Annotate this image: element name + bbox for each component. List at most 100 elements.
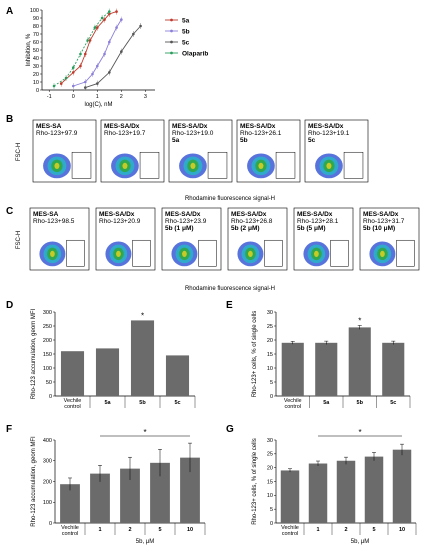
data-point: [79, 64, 82, 68]
y-tick-label: 0: [49, 394, 52, 400]
flow-gate-box: [275, 151, 296, 179]
flow-plot-label: Rho-123+97.9: [36, 130, 78, 137]
y-tick-label: 5: [270, 380, 273, 386]
bar: [308, 463, 328, 523]
data-point: [83, 80, 87, 84]
y-tick-label: 30: [267, 438, 273, 444]
x-category-label: Vechile: [281, 525, 299, 531]
flow-plot-label: Rho-123+26.8: [231, 218, 273, 225]
data-point: [108, 71, 111, 74]
x-tick-label: 1: [96, 94, 99, 100]
flow-plot-label: 5c: [308, 137, 316, 144]
x-category-label: Vechile: [284, 398, 302, 404]
y-tick-label: 400: [43, 438, 52, 444]
flow-gate-box: [396, 239, 415, 267]
data-point: [64, 76, 68, 80]
bar: [348, 327, 371, 396]
x-category-label: 1: [316, 527, 319, 533]
flow-plot-label: 5b (1 μM): [165, 225, 194, 232]
y-tick-label: 90: [33, 16, 39, 22]
data-point: [115, 26, 118, 29]
bar: [130, 320, 155, 396]
flow-density-cloud: [314, 250, 319, 257]
bar: [60, 484, 80, 523]
flow-density-cloud: [380, 250, 385, 257]
x-category-label: 5a: [104, 400, 111, 406]
data-point: [93, 26, 97, 29]
panel-a-dose-response: 0 10 20 30 40 50 60 70 80 90 100 -1 0 1 2 3 log(C), nM In…: [26, 8, 208, 108]
y-tick-label: 60: [33, 40, 39, 46]
flow-density-cloud: [122, 162, 128, 169]
panel-letter-f: F: [6, 424, 12, 435]
data-point: [100, 16, 104, 20]
flow-gate-box: [330, 239, 349, 267]
bar: [281, 342, 304, 396]
x-category-label: 5b: [139, 400, 146, 406]
x-category-label: 5b: [357, 400, 364, 406]
bar: [90, 473, 110, 523]
flow-plot-label: MES-SA/Dx: [308, 123, 344, 130]
bar: [315, 342, 338, 396]
flow-plot-label: Rho-123+20.9: [99, 218, 141, 225]
y-tick-label: 5: [270, 507, 273, 513]
flow-plot-label: MES-SA/Dx: [99, 211, 135, 218]
data-point: [91, 72, 94, 76]
series-line-5b: [73, 19, 122, 87]
y-tick-label: 100: [43, 366, 52, 372]
y-tick-label: 20: [267, 338, 273, 344]
y-axis-label: Rho-123 accumulation, geom MFI: [31, 436, 37, 527]
bar: [364, 456, 384, 523]
flow-plot-label: MES-SA/Dx: [165, 211, 201, 218]
flow-plot-label: MES-SA: [36, 123, 62, 130]
x-axis-label: 5b, μM: [136, 539, 154, 545]
flow-plot-label: Rho-123+98.5: [33, 218, 75, 225]
series-line-5c: [85, 25, 141, 89]
flow-x-axis-label: Rhodamine fluorescence signal-H: [185, 286, 275, 292]
bar: [280, 470, 300, 523]
x-category-label: 5a: [323, 400, 330, 406]
flow-gate-box: [132, 239, 151, 267]
flow-plot-label: Rho-123+23.9: [165, 218, 207, 225]
data-point: [86, 39, 89, 42]
data-point: [95, 82, 99, 85]
y-tick-label: 40: [33, 56, 39, 62]
data-point: [83, 86, 87, 89]
flow-plot-label: MES-SA: [33, 211, 59, 218]
flow-plot-label: MES-SA/Dx: [231, 211, 267, 218]
panel-d-bar-chart: 0 50 100 150 200 250 300 Rho-123 accumulation, …: [31, 308, 196, 410]
y-tick-label: 0: [49, 521, 52, 527]
x-category-label: 5: [158, 527, 161, 533]
legend-label: 5c: [182, 39, 190, 46]
bar: [336, 460, 356, 523]
data-point: [132, 32, 135, 36]
legend-swatch-marker: [170, 29, 173, 33]
y-tick-label: 300: [43, 310, 52, 316]
flow-plot-label: MES-SA/Dx: [297, 211, 333, 218]
panel-letter-b: B: [6, 114, 13, 125]
y-tick-label: 10: [33, 80, 39, 86]
x-tick-label: 3: [144, 94, 147, 100]
panel-letter-e: E: [226, 300, 233, 311]
bar: [392, 449, 412, 523]
y-tick-label: 80: [33, 24, 39, 30]
y-tick-label: 150: [43, 352, 52, 358]
flow-y-axis-label: FSC-H: [16, 231, 22, 249]
y-tick-label: 50: [46, 380, 52, 386]
panel-letter-a: A: [6, 6, 13, 17]
x-category-label: 10: [187, 527, 193, 533]
y-tick-label: 0: [270, 521, 273, 527]
x-axis-label: 5b, μM: [351, 539, 369, 545]
panel-letter-c: C: [6, 206, 13, 217]
x-category-label: 5c: [390, 400, 396, 406]
flow-density-cloud: [326, 162, 332, 169]
flow-density-cloud: [54, 162, 60, 169]
flow-plot-label: MES-SA/Dx: [240, 123, 276, 130]
flow-plot-label: 5a: [172, 137, 180, 144]
flow-plot-label: Rho-123+31.7: [363, 218, 405, 225]
flow-plot-label: Rho-123+19.7: [104, 130, 146, 137]
panel-letter-d: D: [6, 300, 13, 311]
y-tick-label: 15: [267, 352, 273, 358]
y-tick-label: 20: [33, 72, 39, 78]
